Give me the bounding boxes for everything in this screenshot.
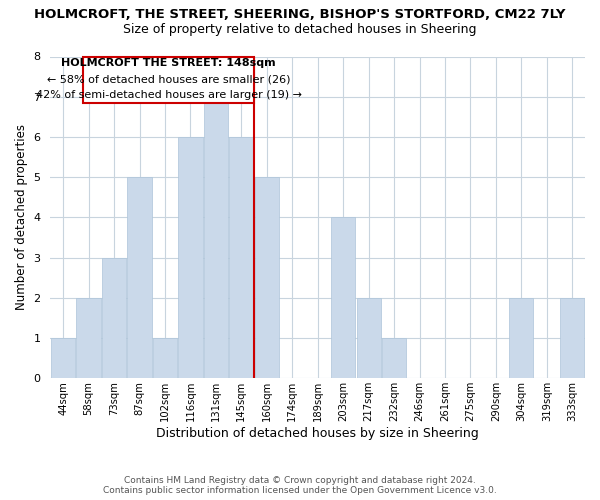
Bar [331,218,355,378]
Bar [178,137,203,378]
Text: Contains HM Land Registry data © Crown copyright and database right 2024.
Contai: Contains HM Land Registry data © Crown c… [103,476,497,495]
Bar [560,298,584,378]
Bar [76,298,101,378]
Text: 42% of semi-detached houses are larger (19) →: 42% of semi-detached houses are larger (… [36,90,302,100]
Bar [51,338,75,378]
Bar [127,177,152,378]
FancyBboxPatch shape [83,56,254,103]
Text: ← 58% of detached houses are smaller (26): ← 58% of detached houses are smaller (26… [47,74,290,85]
Text: HOLMCROFT THE STREET: 148sqm: HOLMCROFT THE STREET: 148sqm [61,58,276,68]
Bar [356,298,381,378]
Bar [102,258,126,378]
X-axis label: Distribution of detached houses by size in Sheering: Distribution of detached houses by size … [157,427,479,440]
Bar [153,338,177,378]
Bar [254,177,279,378]
Y-axis label: Number of detached properties: Number of detached properties [15,124,28,310]
Bar [382,338,406,378]
Bar [229,137,253,378]
Bar [509,298,533,378]
Text: HOLMCROFT, THE STREET, SHEERING, BISHOP'S STORTFORD, CM22 7LY: HOLMCROFT, THE STREET, SHEERING, BISHOP'… [34,8,566,20]
Text: Size of property relative to detached houses in Sheering: Size of property relative to detached ho… [123,22,477,36]
Bar [204,96,228,378]
